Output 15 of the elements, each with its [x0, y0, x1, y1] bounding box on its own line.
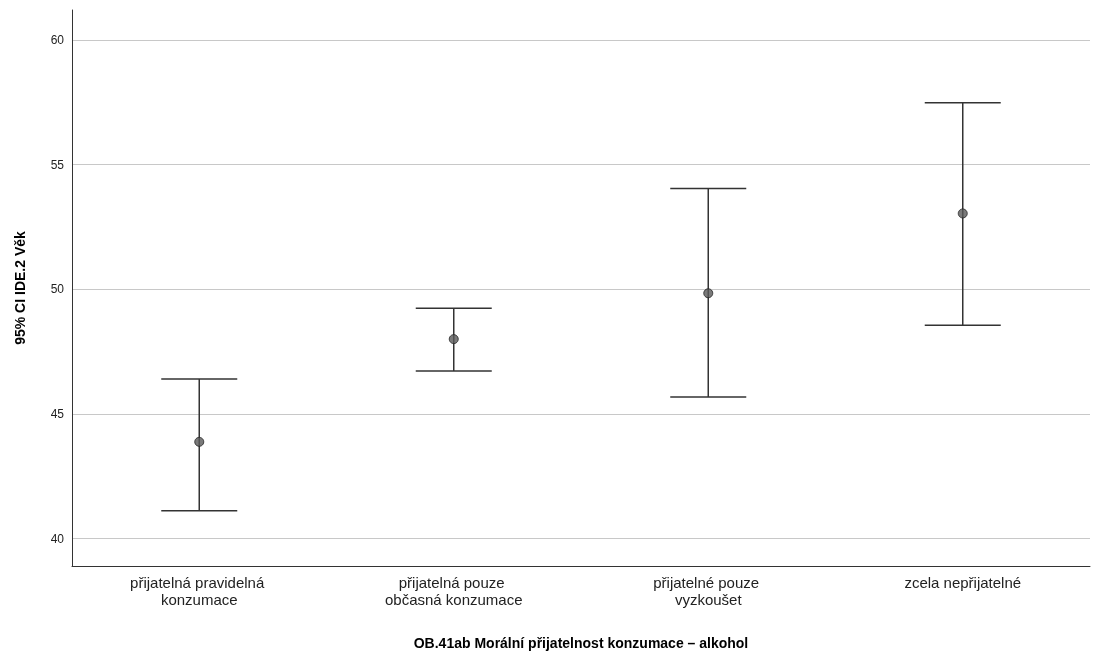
x-tick-label: přijatelné pouze vyzkoušet — [653, 574, 764, 608]
y-tick-label: 45 — [50, 406, 65, 421]
x-tick-label: přijatelná pravidelná konzumace — [130, 574, 269, 608]
x-tick-label: zcela nepřijatelné — [904, 574, 1022, 591]
y-tick-label: 50 — [50, 282, 65, 297]
y-axis-title: 95% CI IDE.2 Věk — [12, 230, 28, 345]
point — [957, 208, 968, 219]
y-tick-label: 60 — [50, 32, 65, 47]
point — [448, 334, 459, 345]
y-tick-label: 55 — [50, 157, 65, 172]
y-tick-label: 40 — [50, 531, 65, 546]
x-axis-title: OB.41ab Morální přijatelnost konzumace – alkohol — [413, 635, 749, 651]
point — [194, 436, 205, 447]
x-tick-label: přijatelná pouze občasná konzumace — [384, 574, 523, 608]
point — [703, 288, 714, 299]
